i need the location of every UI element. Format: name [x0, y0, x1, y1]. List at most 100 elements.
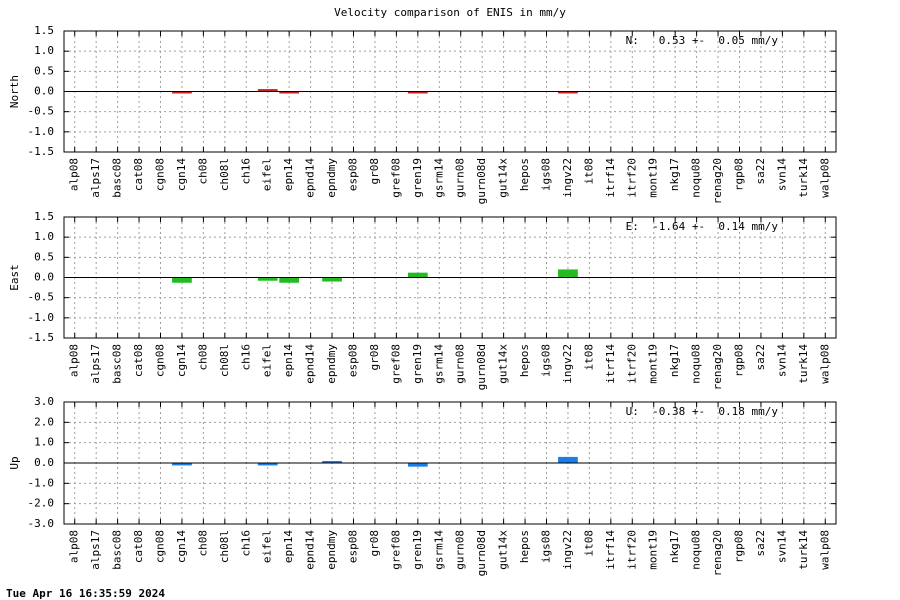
- bar-epn14: [279, 277, 300, 283]
- x-tick-label: igs08: [540, 158, 553, 191]
- x-tick-label: cgn14: [175, 344, 188, 377]
- x-tick-label: basc08: [111, 158, 124, 198]
- x-tick-label: gref08: [389, 344, 402, 384]
- x-tick-label: sa22: [754, 530, 767, 557]
- y-tick-label: -3.0: [28, 517, 55, 530]
- x-tick-label: epn14: [282, 530, 295, 563]
- x-tick-label: ch16: [239, 530, 252, 557]
- x-tick-label: svn14: [775, 158, 788, 191]
- x-tick-label: gut14x: [497, 530, 510, 570]
- x-tick-label: alps17: [89, 158, 102, 198]
- x-tick-label: rgp08: [733, 530, 746, 563]
- x-tick-label: cgn08: [154, 158, 167, 191]
- x-tick-label: gren19: [411, 344, 424, 384]
- x-tick-label: gr08: [368, 344, 381, 371]
- y-tick-label: 3.0: [34, 395, 54, 408]
- bar-ingv22: [558, 91, 578, 94]
- bar-gren19: [407, 463, 428, 467]
- x-tick-label: gsrm14: [432, 344, 445, 384]
- x-tick-label: ch08: [196, 158, 209, 185]
- x-tick-label: it08: [582, 158, 595, 185]
- bar-eifel: [257, 89, 278, 92]
- bar-epndmy: [322, 461, 342, 463]
- velocity-annotation: E: -1.64 +- 0.14 mm/y: [626, 220, 779, 233]
- x-tick-label: ch08l: [218, 530, 231, 563]
- x-tick-label: gr08: [368, 158, 381, 185]
- x-tick-label: epn14: [282, 344, 295, 377]
- x-tick-label: svn14: [775, 530, 788, 563]
- x-tick-label: renag20: [711, 530, 724, 576]
- x-tick-label: ch16: [239, 344, 252, 371]
- bar-epn14: [279, 91, 300, 94]
- x-tick-label: mont19: [647, 158, 660, 198]
- x-tick-label: gurn08d: [475, 344, 488, 390]
- x-tick-label: gsrm14: [432, 158, 445, 198]
- bar-eifel: [257, 463, 278, 466]
- x-tick-label: sa22: [754, 158, 767, 185]
- x-tick-label: it08: [582, 530, 595, 557]
- chart-title: Velocity comparison of ENIS in mm/y: [334, 6, 566, 19]
- x-tick-label: sa22: [754, 344, 767, 371]
- bar-cgn14: [172, 463, 192, 466]
- x-tick-label: gurn08: [454, 158, 467, 198]
- y-tick-label: 1.5: [34, 24, 54, 37]
- x-tick-label: alps17: [89, 344, 102, 384]
- x-tick-label: svn14: [775, 344, 788, 377]
- x-tick-label: hepos: [518, 530, 531, 563]
- x-tick-label: gsrm14: [432, 530, 445, 570]
- x-tick-label: igs08: [540, 530, 553, 563]
- x-tick-label: epn14: [282, 158, 295, 191]
- x-tick-label: esp08: [347, 344, 360, 377]
- x-tick-label: rgp08: [733, 158, 746, 191]
- x-tick-label: renag20: [711, 158, 724, 204]
- x-tick-label: walp08: [818, 530, 831, 570]
- x-tick-label: eifel: [261, 158, 274, 191]
- y-tick-label: 2.0: [34, 415, 54, 428]
- x-tick-label: turk14: [797, 344, 810, 384]
- x-tick-label: epndmy: [325, 158, 338, 198]
- x-tick-label: walp08: [818, 344, 831, 384]
- x-tick-label: gren19: [411, 530, 424, 570]
- x-tick-label: esp08: [347, 158, 360, 191]
- x-tick-label: ch08l: [218, 158, 231, 191]
- x-tick-label: esp08: [347, 530, 360, 563]
- x-tick-label: gurn08: [454, 344, 467, 384]
- x-tick-label: walp08: [818, 158, 831, 198]
- x-tick-label: ingv22: [561, 530, 574, 570]
- y-tick-label: -1.5: [28, 331, 55, 344]
- x-tick-label: nkg17: [668, 158, 681, 191]
- x-tick-label: eifel: [261, 530, 274, 563]
- x-tick-label: gr08: [368, 530, 381, 557]
- y-tick-label: 1.0: [34, 436, 54, 449]
- velocity-annotation: N: 0.53 +- 0.05 mm/y: [626, 34, 779, 47]
- y-tick-label: 1.5: [34, 210, 54, 223]
- x-tick-label: ingv22: [561, 158, 574, 198]
- x-tick-label: cgn08: [154, 344, 167, 377]
- y-axis-label: Up: [8, 456, 21, 469]
- x-tick-label: gurn08d: [475, 158, 488, 204]
- x-tick-label: noqu08: [690, 344, 703, 384]
- x-tick-label: itrf14: [604, 530, 617, 570]
- y-tick-label: -1.0: [28, 476, 55, 489]
- x-tick-label: itrf20: [625, 344, 638, 384]
- x-tick-label: it08: [582, 344, 595, 371]
- x-tick-label: noqu08: [690, 158, 703, 198]
- x-tick-label: cat08: [132, 344, 145, 377]
- bar-cgn14: [172, 91, 192, 94]
- x-tick-label: ch08: [196, 344, 209, 371]
- y-tick-label: 0.5: [34, 64, 54, 77]
- x-tick-label: hepos: [518, 158, 531, 191]
- x-tick-label: epnd14: [304, 344, 317, 384]
- timestamp-footer: Tue Apr 16 16:35:59 2024: [6, 587, 165, 600]
- x-tick-label: ch08: [196, 530, 209, 557]
- y-axis-label: East: [8, 264, 21, 291]
- y-tick-label: -1.0: [28, 311, 55, 324]
- x-tick-label: basc08: [111, 530, 124, 570]
- x-tick-label: gref08: [389, 158, 402, 198]
- x-tick-label: cgn14: [175, 158, 188, 191]
- x-tick-label: alp08: [68, 530, 81, 563]
- x-tick-label: itrf14: [604, 344, 617, 384]
- x-tick-label: renag20: [711, 344, 724, 390]
- x-tick-label: ingv22: [561, 344, 574, 384]
